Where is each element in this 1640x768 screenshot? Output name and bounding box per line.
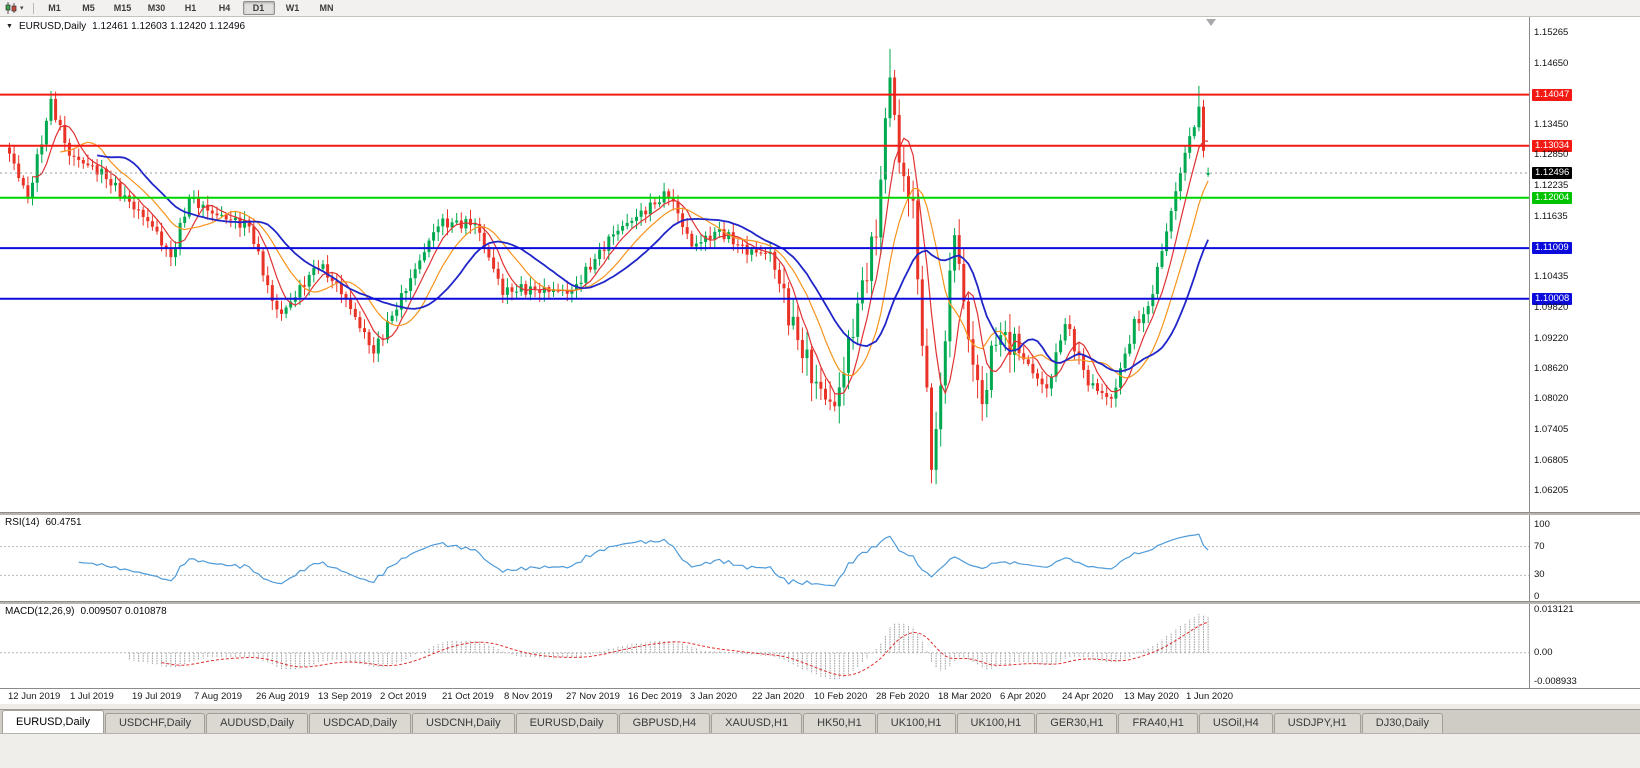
chart-title-row: ▼ EURUSD,Daily 1.12461 1.12603 1.12420 1… — [6, 21, 245, 32]
timeframe-button-m5[interactable]: M5 — [82, 3, 95, 13]
timeframe-toolbar: M1 M5 M15 M30 H1 H4 D1 W1 MN — [39, 1, 345, 15]
date-axis[interactable]: 12 Jun 2019 1 Jul 2019 19 Jul 2019 7 Aug 20… — [0, 688, 1640, 704]
timeframe-button-w1[interactable]: W1 — [285, 3, 300, 13]
chart-tab[interactable]: USDCHF,Daily — [104, 713, 206, 733]
price-axis-tick: 1.08020 — [1534, 393, 1569, 405]
date-tick: 13 May 2020 — [1124, 691, 1179, 702]
date-tick: 12 Jun 2019 — [8, 691, 61, 702]
timeframe-button-d1[interactable]: D1 — [242, 1, 275, 15]
macd-indicator-name: MACD(12,26,9) — [5, 606, 75, 617]
macd-axis-tick: 0.013121 — [1534, 604, 1574, 615]
rsi-indicator-value: 60.4751 — [45, 517, 82, 528]
price-axis-tick: 1.12235 — [1534, 180, 1569, 192]
date-tick: 16 Dec 2019 — [628, 691, 682, 702]
chart-tab[interactable]: FRA40,H1 — [1118, 713, 1198, 733]
price-axis-tick: 1.14650 — [1534, 58, 1569, 70]
price-axis-tick: 1.06205 — [1534, 485, 1569, 496]
timeframe-button-m15[interactable]: M15 — [113, 3, 132, 13]
chart-tab[interactable]: UK100,H1 — [876, 713, 956, 733]
date-tick: 26 Aug 2019 — [256, 691, 310, 702]
price-axis-tick: 1.08620 — [1534, 362, 1569, 374]
price-axis-tick: 1.06805 — [1534, 454, 1569, 466]
price-level-badge: 1.14047 — [1532, 88, 1573, 101]
tabbar-gap — [0, 704, 1640, 709]
date-tick: 28 Feb 2020 — [876, 691, 930, 702]
price-axis-tick: 1.12850 — [1534, 149, 1569, 161]
macd-axis-tick: -0.008933 — [1534, 676, 1577, 687]
ohlc-values: 1.12461 1.12603 1.12420 1.12496 — [92, 21, 246, 32]
macd-label-row: MACD(12,26,9) 0.009507 0.010878 — [5, 606, 167, 617]
price-axis[interactable]: 1.15265 1.14650 1.14047 1.13450 1.13034 1.128… — [1529, 17, 1640, 688]
date-tick: 7 Aug 2019 — [194, 691, 243, 702]
chart-tab[interactable]: USDCNH,Daily — [412, 713, 515, 733]
status-bar — [0, 733, 1640, 768]
price-axis-tick: 1.07405 — [1534, 424, 1569, 436]
chart-tab[interactable]: EURUSD,Daily — [2, 710, 104, 733]
price-level-badge: 1.12004 — [1532, 191, 1573, 204]
timeframe-button-h1[interactable]: H1 — [184, 3, 197, 13]
chart-tab[interactable]: GER30,H1 — [1036, 713, 1118, 733]
date-tick: 1 Jul 2019 — [70, 691, 114, 702]
price-axis-tick: 1.13450 — [1534, 118, 1569, 130]
macd-axis-tick: 0.00 — [1534, 646, 1553, 658]
chart-title: EURUSD,Daily — [18, 21, 87, 32]
chart-tab[interactable]: USDCAD,Daily — [309, 713, 412, 733]
chart-tab[interactable]: XAUUSD,H1 — [711, 713, 803, 733]
date-tick: 21 Oct 2019 — [442, 691, 494, 702]
date-tick: 2 Oct 2019 — [380, 691, 427, 702]
price-level-badge: 1.11009 — [1532, 242, 1572, 255]
price-axis-tick: 1.10435 — [1534, 271, 1569, 283]
chart-type-dropdown-caret-icon[interactable]: ▾ — [20, 5, 24, 12]
price-axis-tick: 1.11635 — [1534, 210, 1568, 222]
rsi-label-row: RSI(14) 60.4751 — [5, 517, 82, 528]
pane-splitter[interactable] — [0, 601, 1640, 604]
price-axis-tick: 1.09820 — [1534, 302, 1569, 314]
chart-tab[interactable]: AUDUSD,Daily — [206, 713, 309, 733]
chart-tab[interactable]: USDJPY,H1 — [1273, 713, 1361, 733]
price-axis-tick: 1.15265 — [1534, 27, 1569, 38]
rsi-axis-tick: 0 — [1534, 591, 1540, 602]
date-tick: 19 Jul 2019 — [132, 691, 182, 702]
symbol-marker-icon: ▼ — [6, 23, 13, 30]
date-tick: 1 Jun 2020 — [1186, 691, 1234, 702]
rsi-indicator-name: RSI(14) — [5, 517, 40, 528]
rsi-axis-tick: 70 — [1534, 540, 1545, 552]
price-level-badge: 1.13034 — [1532, 139, 1573, 152]
rsi-indicator-canvas[interactable] — [0, 515, 1529, 601]
top-toolbar: ▾ M1 M5 M15 M30 H1 H4 D1 W1 MN — [0, 0, 1640, 17]
chart-tabbar: EURUSD,Daily USDCHF,Daily AUDUSD,Daily USDC… — [0, 709, 1640, 733]
chart-tab[interactable]: USOil,H4 — [1198, 713, 1273, 733]
price-level-badge: 1.10008 — [1532, 292, 1573, 305]
date-tick: 6 Apr 2020 — [1000, 691, 1046, 702]
date-tick: 27 Nov 2019 — [566, 691, 620, 702]
price-level-badge: 1.12496 — [1532, 167, 1573, 179]
macd-indicator-values: 0.009507 0.010878 — [80, 606, 167, 617]
date-tick: 8 Nov 2019 — [504, 691, 553, 702]
candlestick-chart-icon[interactable] — [4, 2, 19, 14]
toolbar-separator — [32, 2, 34, 14]
pane-splitter[interactable] — [0, 512, 1640, 515]
date-tick: 13 Sep 2019 — [318, 691, 372, 702]
macd-indicator-canvas[interactable] — [0, 604, 1529, 688]
timeframe-button-m1[interactable]: M1 — [48, 3, 61, 13]
chart-shift-marker-icon[interactable] — [1206, 19, 1216, 26]
price-axis-tick: 1.09220 — [1534, 332, 1569, 344]
date-tick: 22 Jan 2020 — [752, 691, 805, 702]
chart-tab[interactable]: HK50,H1 — [803, 713, 876, 733]
price-chart-canvas[interactable] — [0, 17, 1529, 512]
timeframe-button-mn[interactable]: MN — [319, 3, 334, 13]
timeframe-button-m30[interactable]: M30 — [147, 3, 166, 13]
chart-tab[interactable]: UK100,H1 — [956, 713, 1036, 733]
date-tick: 18 Mar 2020 — [938, 691, 992, 702]
date-tick: 3 Jan 2020 — [690, 691, 738, 702]
date-tick: 24 Apr 2020 — [1062, 691, 1114, 702]
rsi-axis-tick: 30 — [1534, 569, 1545, 581]
date-tick: 10 Feb 2020 — [814, 691, 868, 702]
timeframe-button-h4[interactable]: H4 — [218, 3, 231, 13]
rsi-axis-tick: 100 — [1534, 519, 1550, 530]
chart-tab[interactable]: DJ30,Daily — [1361, 713, 1443, 733]
chart-tab[interactable]: EURUSD,Daily — [515, 713, 618, 733]
chart-tab[interactable]: GBPUSD,H4 — [618, 713, 711, 733]
